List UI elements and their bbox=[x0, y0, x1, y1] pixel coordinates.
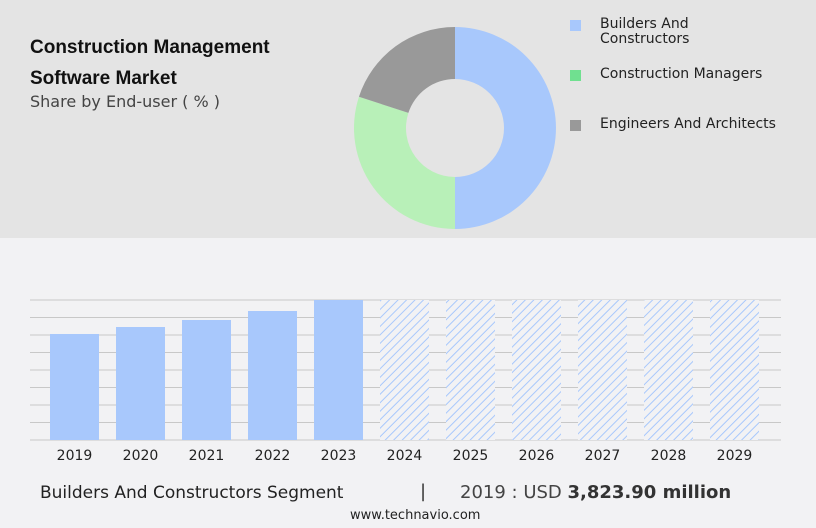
segment-value: 2019 : USD 3,823.90 million bbox=[460, 482, 731, 503]
x-tick-label: 2027 bbox=[585, 448, 621, 464]
bar-2021 bbox=[182, 319, 231, 440]
bar-2027 bbox=[578, 300, 627, 440]
bar-2024 bbox=[380, 300, 429, 440]
x-tick-label: 2028 bbox=[651, 448, 687, 464]
x-tick-label: 2025 bbox=[453, 448, 489, 464]
x-tick-label: 2020 bbox=[123, 448, 159, 464]
bar-2028 bbox=[644, 300, 693, 440]
donut-slice-1 bbox=[354, 96, 455, 230]
legend-swatch bbox=[570, 70, 581, 81]
legend-swatch bbox=[570, 20, 581, 31]
x-tick-label: 2029 bbox=[717, 448, 753, 464]
legend-label: Builders And Constructors bbox=[600, 16, 690, 47]
separator: | bbox=[420, 481, 427, 502]
chart-title: Construction Management Software Market bbox=[30, 37, 270, 89]
legend-swatch bbox=[570, 120, 581, 131]
website-link[interactable]: www.technavio.com bbox=[350, 508, 481, 523]
bar-2020 bbox=[116, 327, 165, 440]
bar-2025 bbox=[446, 300, 495, 440]
x-tick-label: 2021 bbox=[189, 448, 225, 464]
bar-2019 bbox=[50, 333, 99, 440]
segment-label: Builders And Constructors Segment bbox=[40, 483, 344, 503]
x-tick-label: 2019 bbox=[57, 448, 93, 464]
x-tick-label: 2023 bbox=[321, 448, 357, 464]
legend-label: Engineers And Architects bbox=[600, 116, 776, 132]
donut-chart bbox=[354, 27, 556, 230]
legend-label: Construction Managers bbox=[600, 66, 763, 82]
legend-item-managers: Construction Managers bbox=[570, 67, 810, 99]
x-tick-label: 2026 bbox=[519, 448, 555, 464]
donut-slice-0 bbox=[455, 27, 556, 229]
bar-2029 bbox=[710, 300, 759, 440]
value-amount: 3,823.90 million bbox=[567, 482, 732, 503]
x-tick-label: 2022 bbox=[255, 448, 291, 464]
legend-item-engineers: Engineers And Architects bbox=[570, 117, 810, 149]
bar-chart: 2019 2020 2021 2022 2023 2024 2025 2026 2027 2028… bbox=[30, 299, 781, 464]
donut-slice-2 bbox=[358, 27, 455, 113]
bar-2023 bbox=[314, 300, 363, 440]
bar-2022 bbox=[248, 311, 297, 440]
bar-2026 bbox=[512, 300, 561, 440]
year-label: 2019 : USD bbox=[460, 482, 568, 503]
chart-subtitle: Share by End-user ( % ) bbox=[30, 92, 220, 111]
x-tick-label: 2024 bbox=[387, 448, 423, 464]
legend-item-builders: Builders And Constructors bbox=[570, 17, 810, 49]
